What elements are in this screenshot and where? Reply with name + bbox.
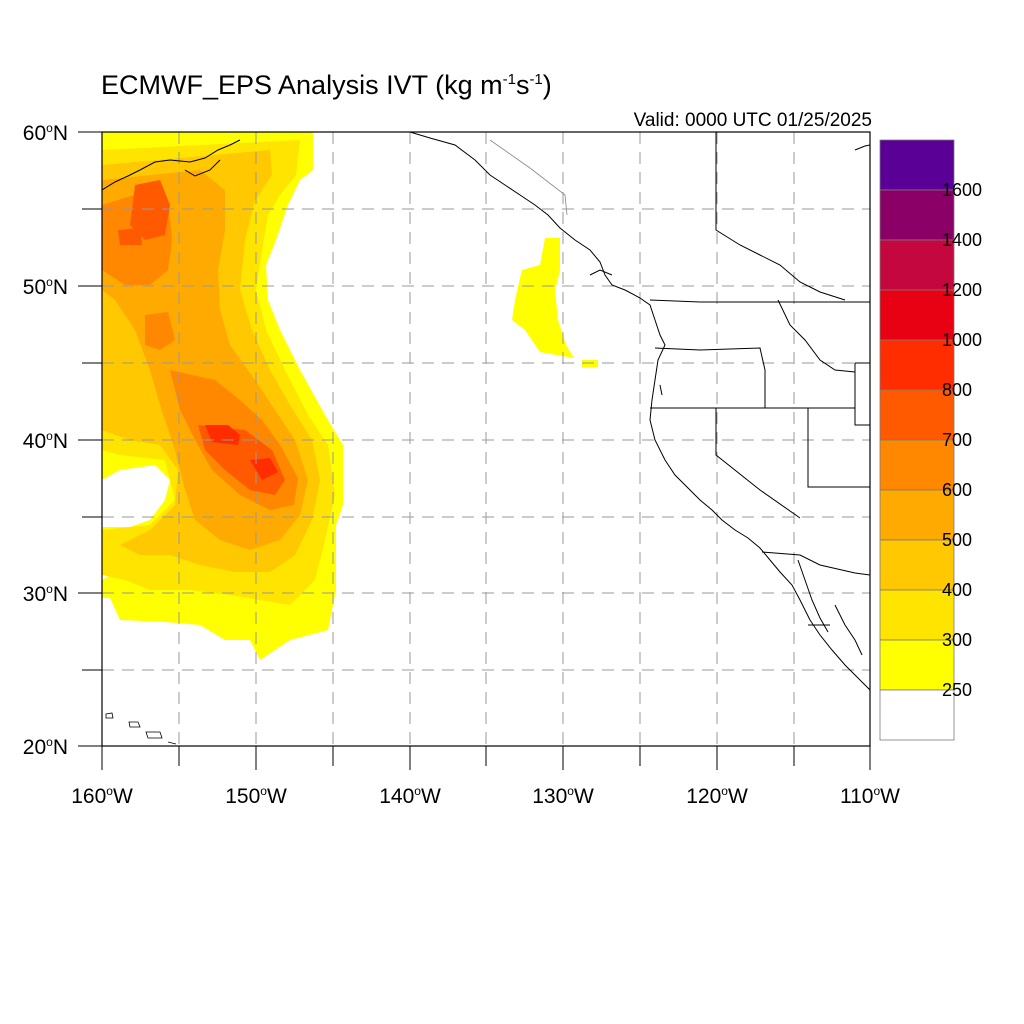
colorbar-box <box>879 389 955 441</box>
colorbar-box <box>879 589 955 641</box>
valid-time: Valid: 0000 UTC 01/25/2025 <box>633 110 872 131</box>
lon-label-110w: 110oW <box>840 784 900 808</box>
colorbar-label: 300 <box>942 630 973 650</box>
lon-label-150w: 150oW <box>225 784 287 808</box>
ivt-contour-700 <box>118 228 142 245</box>
colorbar-label: 1200 <box>942 280 983 300</box>
colorbar-box <box>879 239 955 291</box>
colorbar-label: 1000 <box>942 330 983 350</box>
coastlines <box>102 132 870 691</box>
colorbar-label: 700 <box>942 430 973 450</box>
ivt-field <box>102 132 598 660</box>
lat-label-60: 60oN <box>22 121 68 145</box>
colorbar-box <box>879 339 955 391</box>
colorbar-label: 600 <box>942 480 973 500</box>
ivt-contour-800 <box>250 458 278 480</box>
axis-ticks <box>78 131 871 770</box>
international-borders <box>489 139 568 216</box>
colorbar-label: 250 <box>942 680 973 700</box>
lat-label-40: 40oN <box>22 429 68 453</box>
graticule <box>102 132 870 746</box>
ivt-contour-250 <box>102 465 170 527</box>
lon-label-140w: 140oW <box>379 784 441 808</box>
ivt-contour-600 <box>145 312 175 350</box>
colorbar <box>879 139 955 741</box>
colorbar-label: 1400 <box>942 230 983 250</box>
lat-label-30: 30oN <box>22 582 68 606</box>
lon-label-160w: 160oW <box>71 784 133 808</box>
colorbar-label: 500 <box>942 530 973 550</box>
colorbar-box <box>879 189 955 241</box>
ivt-contour-250 <box>512 238 574 358</box>
lon-label-120w: 120oW <box>686 784 748 808</box>
lon-label-130w: 130oW <box>532 784 594 808</box>
colorbar-label: 400 <box>942 580 973 600</box>
colorbar-box <box>879 439 955 491</box>
ivt-contour-700 <box>130 180 170 240</box>
colorbar-label: 1600 <box>942 180 983 200</box>
lat-label-50: 50oN <box>22 275 68 299</box>
colorbar-box <box>879 289 955 341</box>
colorbar-box <box>879 539 955 591</box>
colorbar-box <box>879 689 955 741</box>
lat-label-20: 20oN <box>22 735 68 759</box>
colorbar-box <box>879 139 955 191</box>
colorbar-box <box>879 489 955 541</box>
chart-title: ECMWF_EPS Analysis IVT (kg m-1s-1) <box>101 70 552 100</box>
colorbar-label: 800 <box>942 380 973 400</box>
hawaii-islands <box>105 712 177 745</box>
